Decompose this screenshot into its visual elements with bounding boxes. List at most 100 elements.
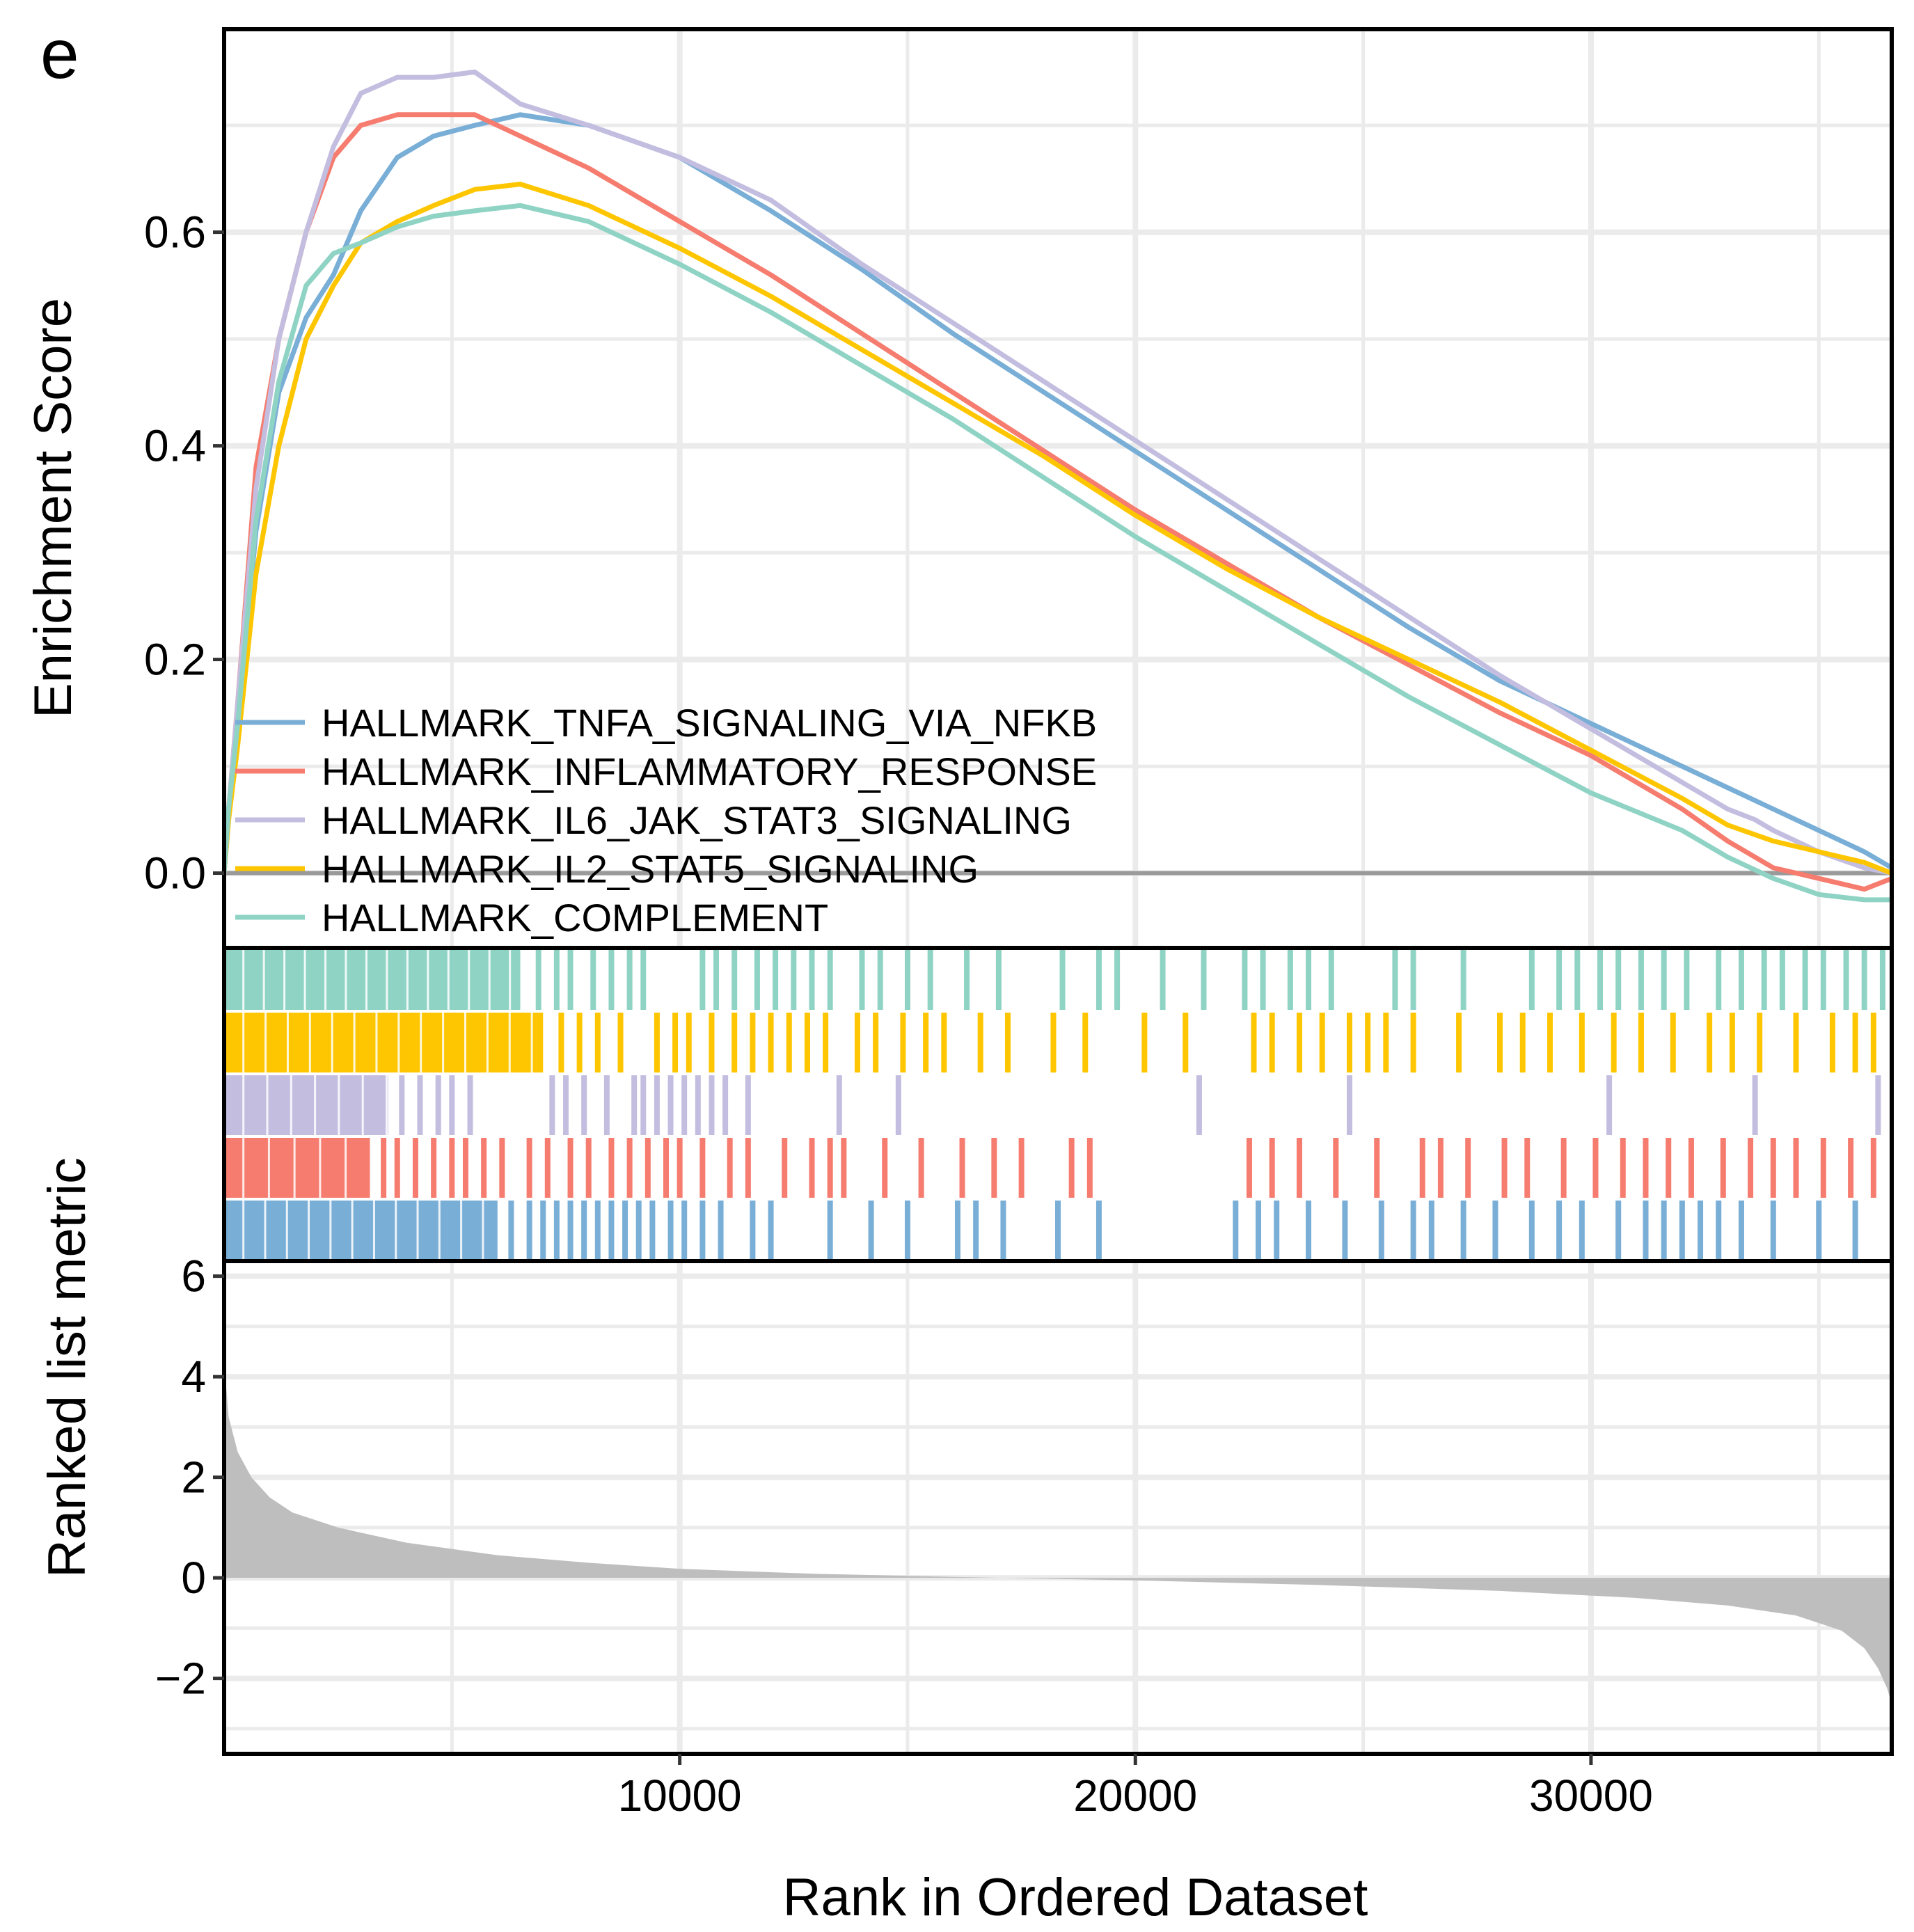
hit-mark bbox=[1643, 1201, 1649, 1260]
hit-mark bbox=[1620, 1138, 1626, 1198]
hit-gap bbox=[267, 1138, 270, 1198]
hit-mark bbox=[713, 950, 720, 1010]
hit-mark bbox=[1374, 1138, 1380, 1198]
hit-mark bbox=[1242, 950, 1248, 1010]
enrichment-y-tick-label: 0.4 bbox=[144, 421, 206, 471]
legend-label: HALLMARK_TNFA_SIGNALING_VIA_NFKB bbox=[322, 701, 1097, 745]
hit-gap bbox=[242, 1075, 245, 1135]
hit-mark bbox=[1004, 1013, 1011, 1072]
hit-mark bbox=[1852, 1201, 1858, 1260]
hit-mark bbox=[449, 1075, 455, 1135]
hit-mark bbox=[1196, 1075, 1202, 1135]
hit-mark bbox=[731, 1013, 738, 1072]
hit-mark bbox=[635, 1201, 642, 1260]
hit-mark bbox=[544, 1138, 551, 1198]
hit-gap bbox=[353, 1013, 356, 1072]
hit-gap bbox=[264, 1201, 267, 1260]
hit-gap bbox=[285, 1201, 288, 1260]
enrichment-line-1 bbox=[221, 112, 1893, 873]
hit-mark bbox=[399, 1075, 405, 1135]
hit-mark bbox=[1638, 1013, 1644, 1072]
hit-mark bbox=[394, 1138, 400, 1198]
hit-gap bbox=[468, 950, 470, 1010]
hit-mark bbox=[1848, 1138, 1854, 1198]
hit-mark bbox=[663, 1138, 670, 1198]
hit-gap bbox=[242, 950, 245, 1010]
hit-gap bbox=[508, 1013, 511, 1072]
hit-mark bbox=[1246, 1138, 1252, 1198]
hit-mark bbox=[681, 1075, 688, 1135]
hit-mark bbox=[1306, 950, 1312, 1010]
hit-mark bbox=[481, 1138, 487, 1198]
hit-mark bbox=[918, 1138, 924, 1198]
hit-mark bbox=[1547, 1013, 1553, 1072]
hit-mark bbox=[654, 1013, 660, 1072]
hit-mark bbox=[1501, 1138, 1508, 1198]
hit-gap bbox=[290, 1075, 292, 1135]
hit-mark bbox=[431, 1138, 437, 1198]
ranked-metric-y-ticks: −2 0 2 4 6 bbox=[155, 1251, 224, 1704]
hit-mark bbox=[1269, 1013, 1275, 1072]
hit-gap bbox=[345, 1138, 347, 1198]
hit-gap bbox=[293, 1138, 296, 1198]
hit-mark bbox=[622, 1201, 628, 1260]
hit-mark bbox=[1770, 1138, 1776, 1198]
hit-mark bbox=[1346, 1075, 1352, 1135]
hit-mark bbox=[699, 1138, 706, 1198]
hit-mark bbox=[667, 1075, 674, 1135]
hit-mark bbox=[1556, 950, 1563, 1010]
hit-mark bbox=[1460, 950, 1466, 1010]
hit-gap bbox=[395, 1201, 397, 1260]
hit-mark bbox=[1524, 1138, 1531, 1198]
hit-mark bbox=[1183, 1013, 1189, 1072]
hit-mark bbox=[941, 1013, 947, 1072]
legend-label: HALLMARK_IL2_STAT5_SIGNALING bbox=[322, 847, 979, 891]
hit-mark bbox=[667, 1201, 674, 1260]
hit-mark bbox=[1716, 950, 1722, 1010]
gene-hit-rows bbox=[224, 950, 1885, 1260]
hit-mark bbox=[1843, 950, 1849, 1010]
hit-mark bbox=[508, 1201, 514, 1260]
x-tick-label: 20000 bbox=[1073, 1771, 1197, 1821]
hit-mark bbox=[827, 950, 833, 1010]
hit-mark bbox=[1519, 1013, 1526, 1072]
hit-mark bbox=[535, 950, 541, 1010]
hit-gap bbox=[319, 1138, 322, 1198]
hit-mark bbox=[558, 1013, 564, 1072]
enrichment-gridlines bbox=[224, 29, 1892, 948]
hit-mark bbox=[562, 1075, 569, 1135]
hit-mark bbox=[1661, 950, 1667, 1010]
hit-mark bbox=[1579, 1201, 1585, 1260]
hit-mark bbox=[1870, 1138, 1876, 1198]
hit-mark bbox=[1757, 1013, 1763, 1072]
enrichment-series-lines bbox=[221, 69, 1893, 903]
hit-mark bbox=[709, 1013, 715, 1072]
hit-mark bbox=[608, 1201, 615, 1260]
hit-mark bbox=[1410, 1013, 1416, 1072]
ranked-metric-y-tick-label: 2 bbox=[181, 1452, 206, 1503]
hit-mark bbox=[381, 1138, 387, 1198]
hit-mark bbox=[654, 1075, 660, 1135]
hit-mark bbox=[1802, 950, 1808, 1010]
legend-label: HALLMARK_COMPLEMENT bbox=[322, 896, 828, 940]
hit-mark bbox=[1748, 1138, 1754, 1198]
hit-mark bbox=[1260, 950, 1266, 1010]
hit-mark bbox=[745, 1138, 751, 1198]
hit-mark bbox=[1096, 1201, 1102, 1260]
hit-gap bbox=[427, 950, 429, 1010]
hit-mark bbox=[959, 1138, 965, 1198]
hit-mark bbox=[1233, 1201, 1239, 1260]
hit-mark bbox=[1392, 950, 1398, 1010]
hit-gap bbox=[351, 1201, 354, 1260]
hit-mark bbox=[1460, 1201, 1466, 1260]
hit-mark bbox=[499, 1138, 505, 1198]
hit-gap bbox=[464, 1013, 466, 1072]
hit-mark bbox=[1729, 1013, 1735, 1072]
hit-mark bbox=[1752, 1075, 1758, 1135]
hit-mark bbox=[1410, 950, 1416, 1010]
hit-mark bbox=[1086, 1138, 1093, 1198]
hit-gap bbox=[345, 950, 347, 1010]
hit-gap bbox=[361, 1075, 364, 1135]
panel-label: e bbox=[40, 15, 79, 93]
hit-mark bbox=[1579, 1013, 1585, 1072]
